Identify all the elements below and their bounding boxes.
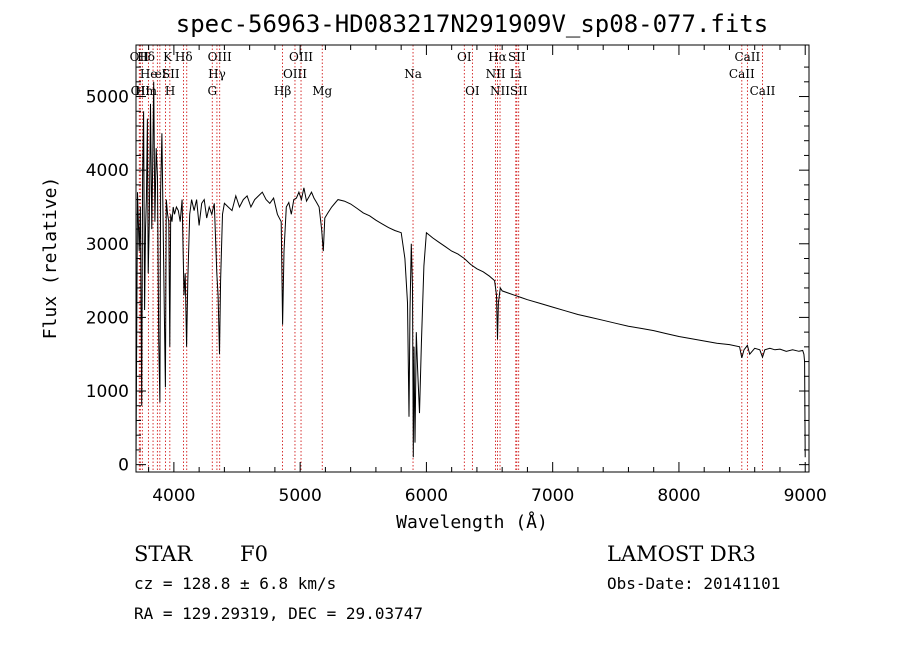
crowded-line-label-7: Hδ [175,50,193,64]
line-label-27-mid: CaII [729,67,755,81]
x-tick-label-8000: 8000 [657,486,700,506]
chart-title: spec-56963-HD083217N291909V_sp08-077.fit… [176,10,768,38]
line-label-17-bot: Mg [312,84,332,98]
line-label-11-bot: G [207,84,217,98]
crowded-line-label-2: Hm [135,84,157,98]
line-label-16-top: OIII [289,50,313,64]
spectral-subclass: F0 [240,542,268,566]
obs-date-text: Obs-Date: 20141101 [607,574,780,593]
crowded-line-label-6: eI [155,67,167,81]
line-label-29-bot: CaII [750,84,776,98]
survey-name: LAMOST DR3 [607,542,756,566]
line-label-23-bot: NII [490,84,510,98]
crowded-line-label-5: H [165,84,175,98]
line-label-26-bot: SII [510,84,528,98]
x-tick-label-4000: 4000 [152,486,195,506]
x-tick-label-7000: 7000 [531,486,574,506]
x-tick-label-6000: 6000 [405,486,448,506]
crowded-line-label-3: K [163,50,173,64]
spectrum-series-line [135,81,806,465]
y-tick-label-1000: 1000 [86,382,129,402]
line-label-15-mid: OIII [283,67,307,81]
line-label-0-top: OII [130,50,150,64]
x-tick-label-9000: 9000 [784,486,827,506]
line-label-13-top: OIII [208,50,232,64]
line-label-19-top: OI [457,50,472,64]
y-tick-label-2000: 2000 [86,308,129,328]
line-label-24-mid: Li [510,67,522,81]
crowded-line-label-4: SII [162,67,180,81]
y-tick-label-0: 0 [118,456,129,476]
y-axis-label: Flux (relative) [40,177,61,340]
line-label-28-top: CaII [734,50,760,64]
coordinates-text: RA = 129.29319, DEC = 29.03747 [134,604,423,623]
y-axis-ticks: 0 1000 2000 3000 4000 5000 [86,66,809,476]
line-label-12-mid: Hγ [208,67,226,81]
x-axis-label: Wavelength (Å) [396,511,548,533]
line-label-20-bot: OI [465,84,480,98]
line-label-14-bot: Hβ [274,84,291,98]
y-tick-label-4000: 4000 [86,161,129,181]
line-label-22-top: Hα [488,50,507,64]
redshift-text: cz = 128.8 ± 6.8 km/s [134,574,336,593]
y-tick-label-5000: 5000 [86,88,129,108]
y-tick-label-3000: 3000 [86,235,129,255]
line-label-25-top: SII [508,50,526,64]
x-axis-ticks: 4000 5000 6000 7000 8000 9000 [148,45,827,506]
object-class: STAR [134,542,193,566]
spectral-line-markers [138,45,763,472]
x-tick-label-5000: 5000 [279,486,322,506]
crowded-line-label-1: He [140,67,158,81]
line-label-21-mid: NII [486,67,506,81]
line-label-18-mid: Na [404,67,422,81]
crowded-line-label-0: Hδ [137,50,155,64]
